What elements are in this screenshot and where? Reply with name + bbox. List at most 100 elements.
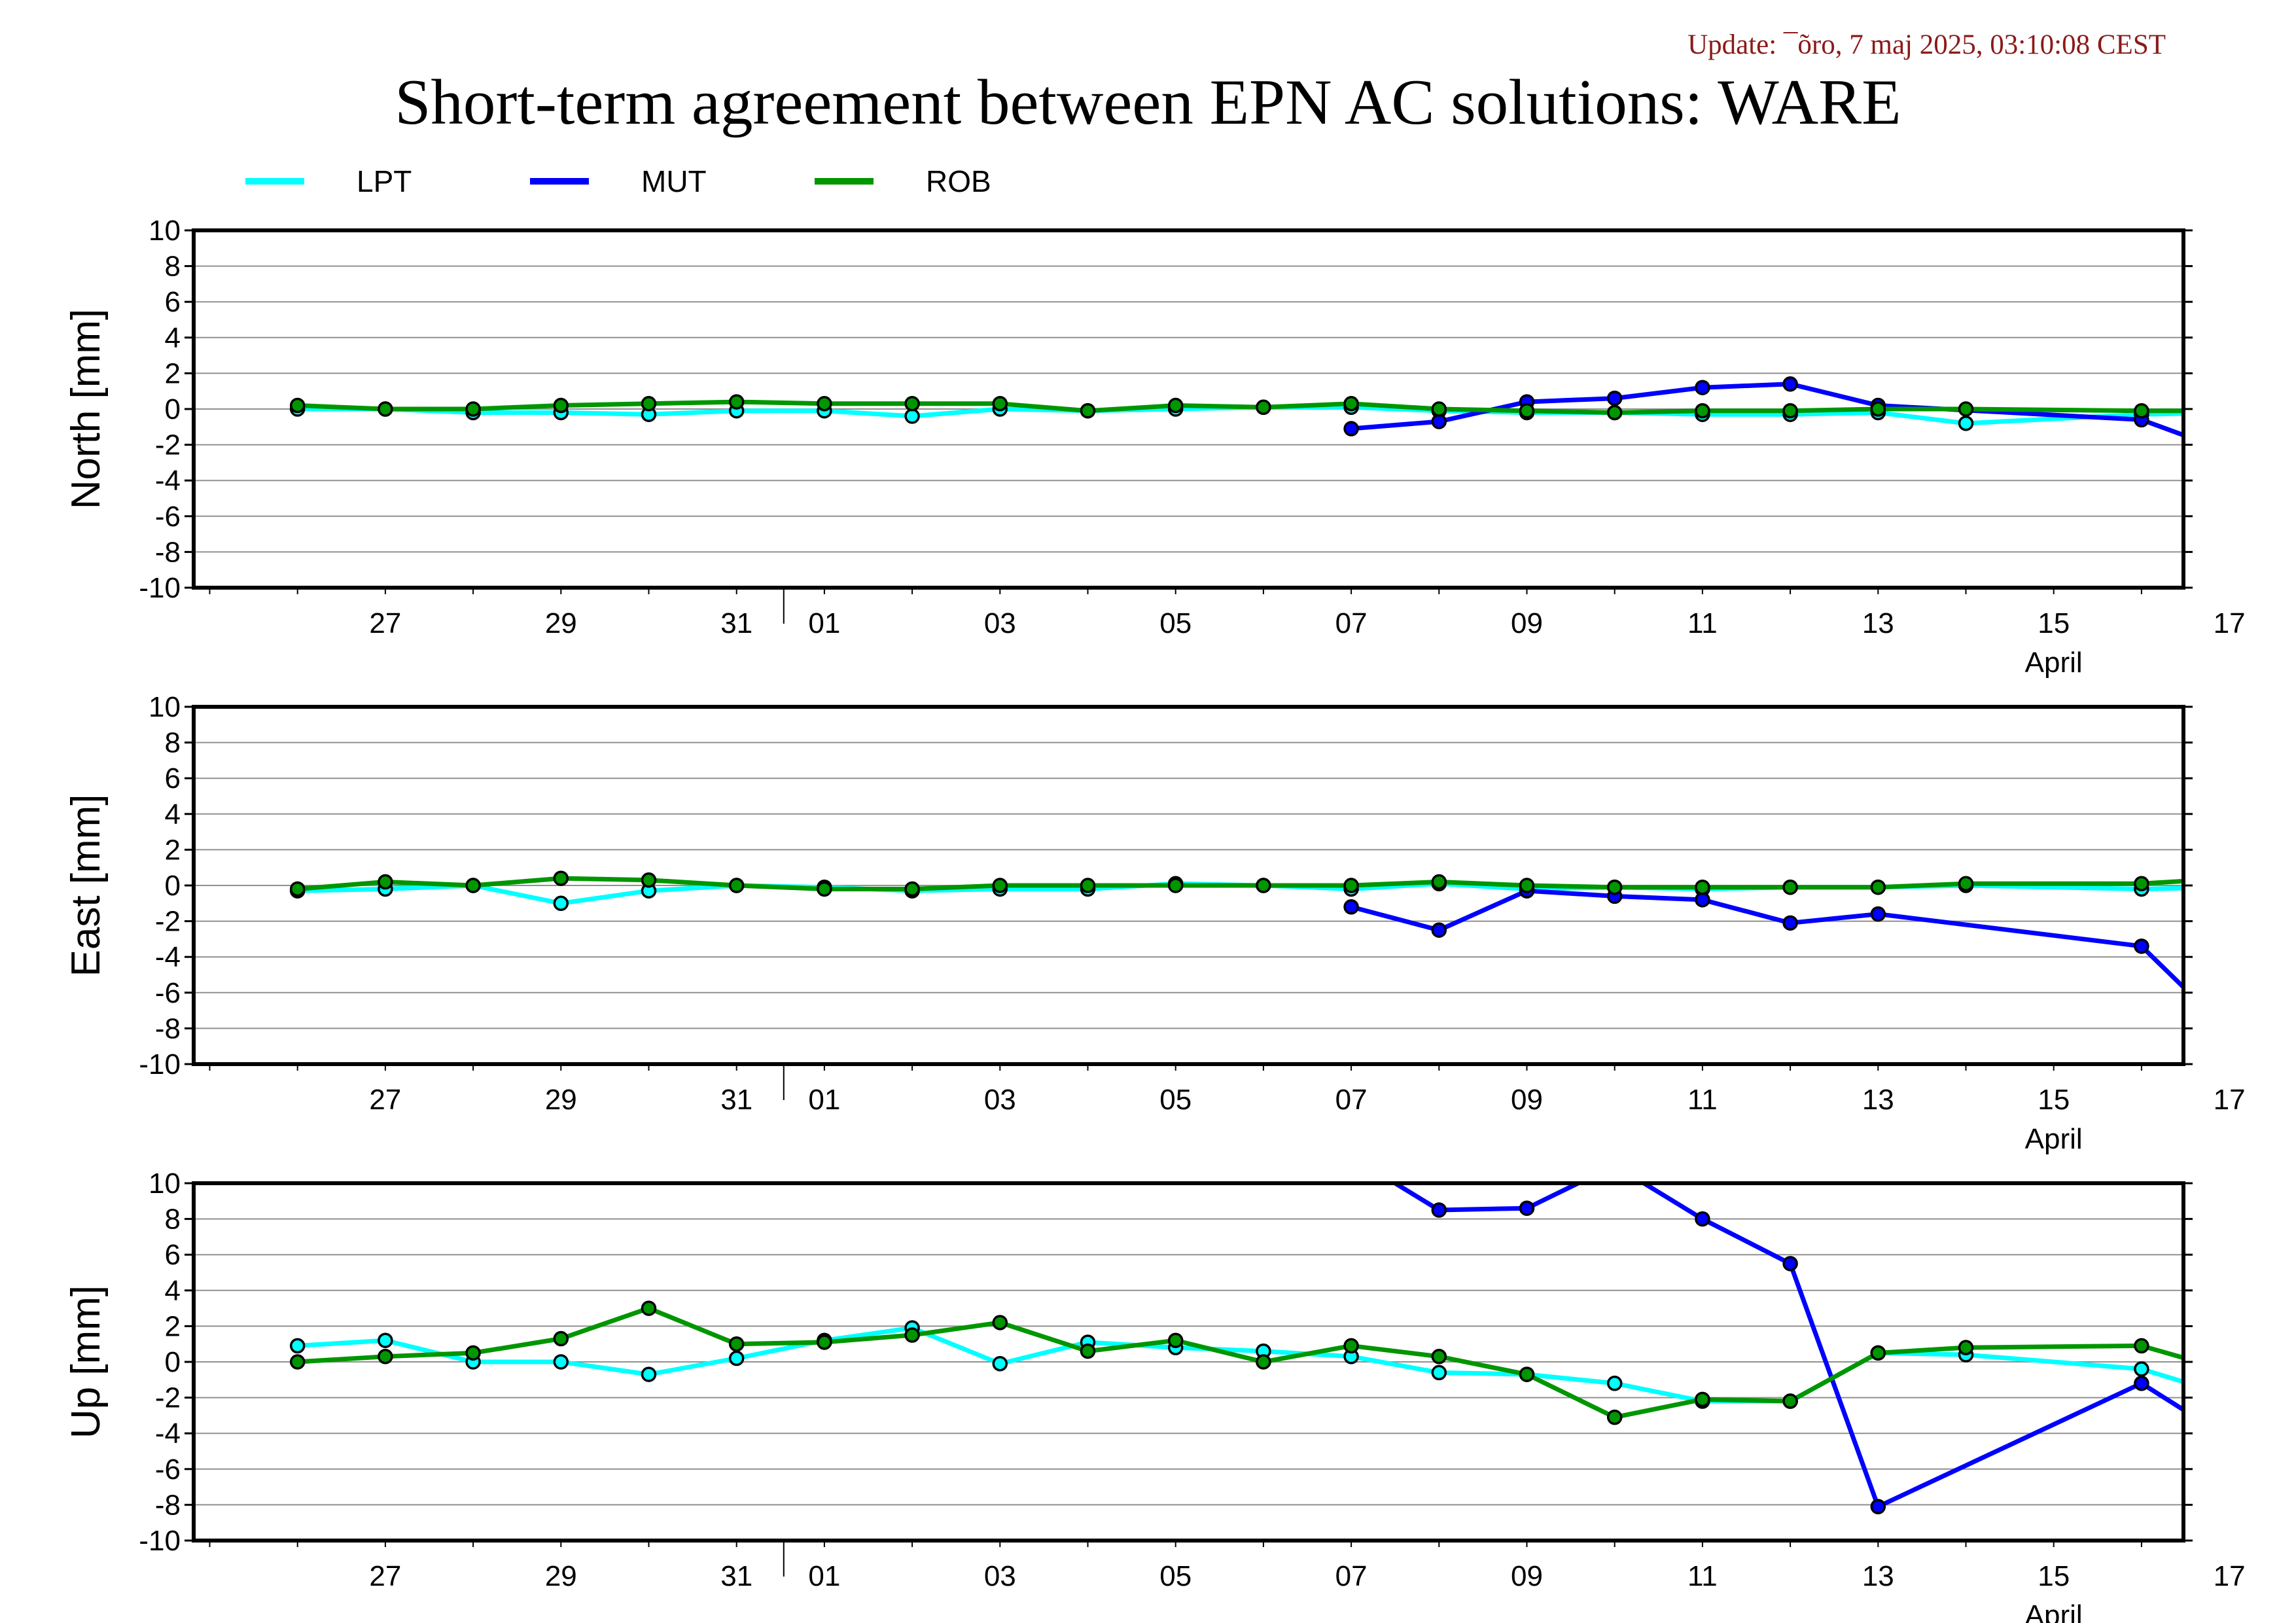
data-point-lpt bbox=[553, 895, 569, 912]
data-point-rob bbox=[378, 874, 393, 890]
y-tick-label: -10 bbox=[139, 1048, 181, 1080]
panel-3: 10 86 42 0 -2 -4 -6-8 -10 27 29 31 01 03 05 07 09 11 13 15… bbox=[63, 1168, 2246, 1623]
x-tick-label: 09 bbox=[1511, 607, 1543, 639]
x-tick-label: 05 bbox=[1159, 1560, 1192, 1592]
x-tick-label: 31 bbox=[720, 607, 752, 639]
panel-2: 10 86 4 2 0 -2-4 -6-8 -10 27 29 31 01 03 05 07 09 11 13 15… bbox=[63, 691, 2246, 1155]
data-point-rob bbox=[1167, 397, 1184, 414]
legend-label: ROB bbox=[926, 164, 991, 198]
data-point-rob bbox=[1519, 878, 1535, 893]
series-line-mut bbox=[1390, 1183, 2183, 1509]
y-tick-label: -6 bbox=[155, 501, 181, 533]
x-tick-label: 11 bbox=[1687, 1084, 1718, 1116]
y-axis-title: Up [mm] bbox=[63, 1285, 109, 1438]
data-point-rob bbox=[1256, 878, 1271, 893]
y-tick-label: 6 bbox=[165, 1239, 181, 1271]
data-point-rob bbox=[1870, 401, 1886, 417]
data-point-lpt bbox=[289, 1338, 306, 1354]
y-tick-label: -4 bbox=[155, 1418, 181, 1450]
data-point-rob bbox=[1080, 1343, 1096, 1359]
y-tick-label: 10 bbox=[149, 215, 181, 247]
data-point-mut bbox=[1431, 1202, 1447, 1218]
data-point-lpt bbox=[1606, 1376, 1623, 1391]
data-point-rob bbox=[904, 1327, 920, 1343]
y-tick-label: -2 bbox=[155, 429, 181, 461]
data-point-rob bbox=[1606, 879, 1623, 895]
legend-label: LPT bbox=[357, 164, 412, 198]
x-tick-label: 13 bbox=[1862, 1560, 1894, 1592]
legend-entry-rob: ROB bbox=[815, 164, 991, 198]
data-point-rob bbox=[1431, 1349, 1447, 1364]
data-point-mut bbox=[2134, 938, 2149, 954]
data-point-lpt bbox=[641, 1366, 657, 1382]
data-point-rob bbox=[2223, 404, 2236, 418]
y-tick-label: 4 bbox=[165, 798, 181, 830]
data-point-mut bbox=[1519, 1200, 1535, 1216]
series-line-rob bbox=[297, 1306, 2183, 1420]
data-point-rob bbox=[1431, 874, 1447, 890]
y-tick-label: -6 bbox=[155, 1454, 181, 1486]
data-point-rob bbox=[1080, 878, 1096, 893]
y-tick-label: 2 bbox=[165, 357, 181, 389]
data-point-rob bbox=[1870, 1345, 1886, 1361]
x-tick-label: 31 bbox=[720, 1084, 752, 1116]
x-tick-label: 17 bbox=[2214, 607, 2246, 639]
data-point-rob bbox=[817, 881, 832, 897]
data-point-mut bbox=[2223, 1026, 2236, 1039]
data-point-rob bbox=[728, 1336, 745, 1352]
y-tick-label: 2 bbox=[165, 1310, 181, 1342]
x-tick-label: 07 bbox=[1335, 607, 1368, 639]
data-point-rob bbox=[2134, 1338, 2149, 1354]
data-point-mut bbox=[2134, 1376, 2149, 1391]
series-line-lpt bbox=[297, 404, 2183, 426]
data-point-rob bbox=[1870, 879, 1886, 895]
series-group bbox=[289, 376, 2236, 459]
data-point-rob bbox=[1695, 879, 1710, 895]
data-point-mut bbox=[1431, 922, 1447, 938]
series-group bbox=[289, 870, 2236, 1039]
x-tick-label: 15 bbox=[2038, 1084, 2070, 1116]
data-point-lpt bbox=[2134, 1361, 2149, 1377]
data-point-lpt bbox=[2223, 406, 2236, 419]
y-tick-label: 4 bbox=[165, 1275, 181, 1307]
data-point-rob bbox=[553, 870, 569, 886]
data-point-rob bbox=[992, 396, 1008, 412]
data-point-mut bbox=[1782, 1256, 1798, 1272]
y-tick-label: 10 bbox=[149, 1168, 181, 1200]
data-point-mut bbox=[2223, 446, 2236, 459]
data-point-lpt bbox=[904, 408, 920, 424]
y-tick-label: -4 bbox=[155, 941, 181, 973]
data-point-rob bbox=[1958, 401, 1974, 417]
data-point-mut bbox=[1695, 1211, 1710, 1227]
y-tick-label: -2 bbox=[155, 1382, 181, 1414]
data-point-rob bbox=[289, 881, 306, 897]
x-tick-label: 13 bbox=[1862, 607, 1894, 639]
data-point-rob bbox=[1519, 1366, 1535, 1382]
data-point-rob bbox=[1256, 1354, 1271, 1370]
month-label: April bbox=[2025, 1599, 2083, 1623]
data-point-rob bbox=[728, 394, 745, 410]
x-tick-label: 27 bbox=[369, 1560, 401, 1592]
data-point-rob bbox=[1782, 1393, 1798, 1409]
y-tick-label: 0 bbox=[165, 870, 181, 902]
x-tick-label: 03 bbox=[984, 607, 1016, 639]
plot-frame bbox=[192, 228, 2185, 590]
x-tick-label: 29 bbox=[545, 1560, 577, 1592]
data-point-rob bbox=[1167, 1332, 1184, 1348]
data-point-rob bbox=[2223, 1364, 2236, 1378]
data-point-rob bbox=[1519, 402, 1535, 419]
data-point-rob bbox=[992, 1315, 1008, 1330]
y-tick-label: 10 bbox=[149, 691, 181, 723]
x-tick-label: 29 bbox=[545, 1084, 577, 1116]
data-point-rob bbox=[465, 1345, 481, 1361]
data-point-rob bbox=[1167, 878, 1184, 893]
data-point-mut bbox=[1782, 376, 1798, 392]
data-point-rob bbox=[2134, 402, 2149, 419]
series-line-rob bbox=[297, 399, 2183, 415]
data-point-rob bbox=[1606, 404, 1623, 421]
data-point-mut bbox=[1695, 892, 1710, 908]
y-axis-title: North [mm] bbox=[63, 309, 109, 510]
x-tick-label: 01 bbox=[808, 607, 840, 639]
data-point-rob bbox=[2134, 876, 2149, 892]
